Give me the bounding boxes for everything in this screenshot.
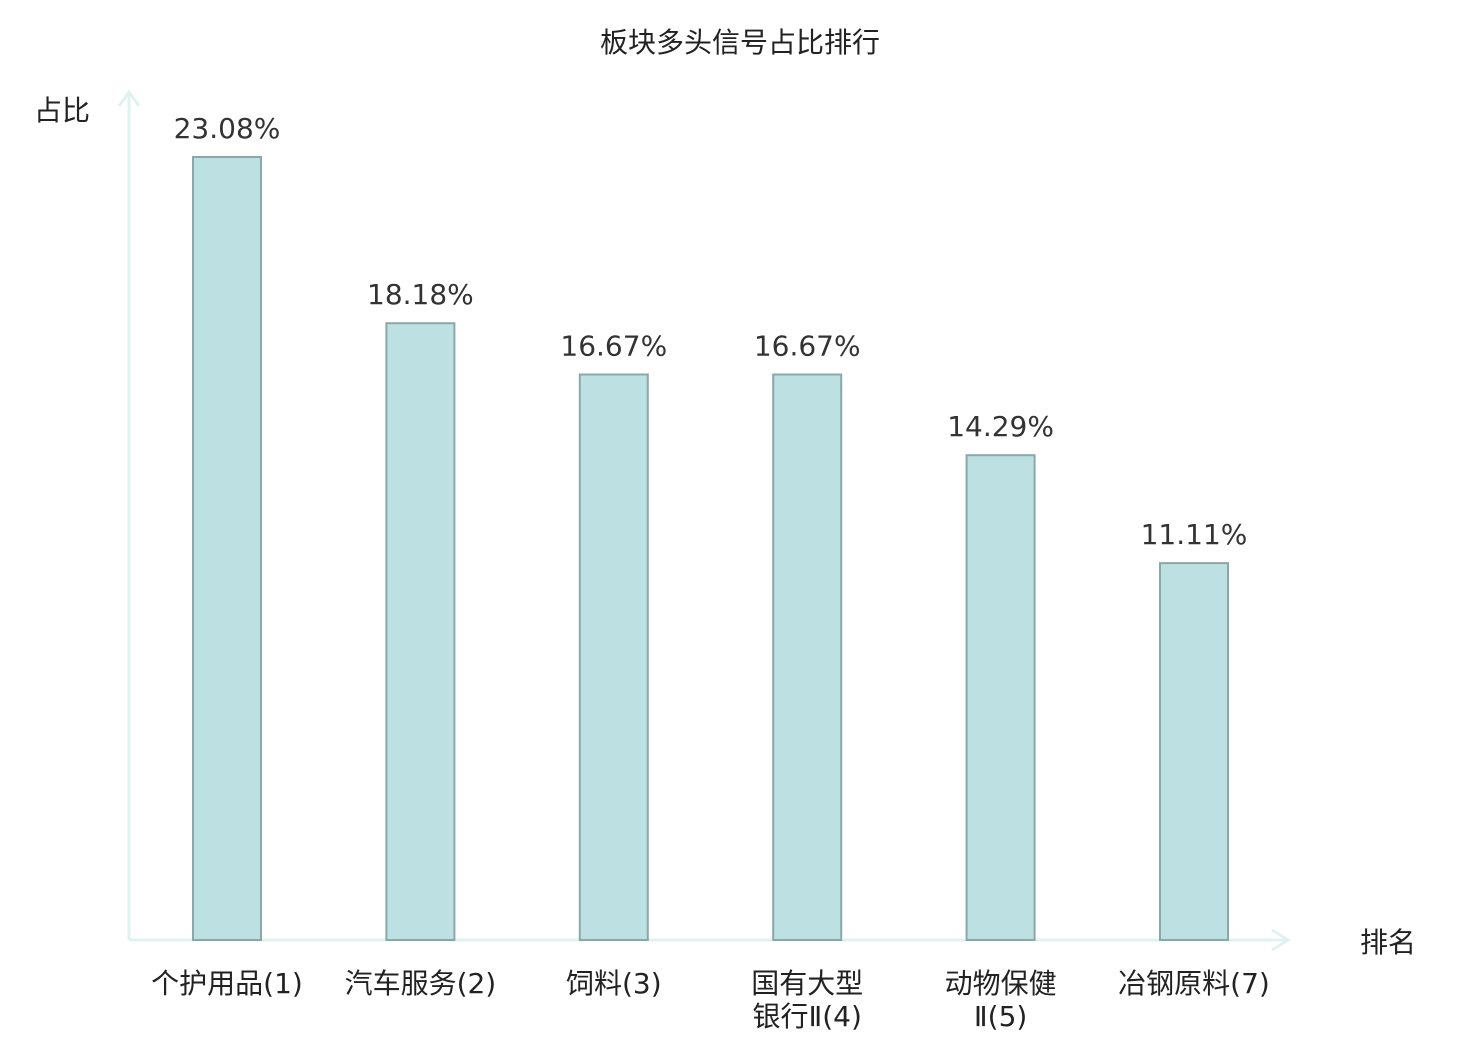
bar-4 (772, 373, 843, 941)
chart-title: 板块多头信号占比排行 (600, 26, 880, 59)
x-axis-arrow (1271, 928, 1291, 952)
category-label-line: 汽车服务(2) (345, 967, 497, 1000)
value-label-2: 18.18% (367, 278, 474, 311)
category-label-5: 动物保健 Ⅱ(5) (945, 967, 1057, 1033)
x-axis-label: 排名 (1360, 926, 1416, 959)
value-labels: 23.08% 18.18% 16.67% 16.67% 14.29% 11.11% (174, 112, 1248, 551)
bar-1 (192, 156, 262, 941)
value-label-3: 16.67% (560, 330, 667, 363)
category-label-line: 国有大型 (751, 967, 863, 1000)
y-axis-label: 占比 (34, 94, 90, 127)
value-label-1: 23.08% (174, 112, 281, 145)
category-label-4: 国有大型银行Ⅱ(4) (751, 967, 863, 1033)
category-label-line: 银行Ⅱ(4) (752, 1000, 861, 1033)
category-label-line: 个护用品(1) (151, 967, 303, 1000)
value-label-6: 11.11% (1141, 518, 1248, 551)
category-label-line: 饲料(3) (566, 967, 662, 1000)
axes (117, 89, 1291, 952)
bar-6 (1159, 562, 1229, 941)
category-label-line: Ⅱ(5) (974, 1000, 1027, 1033)
category-label-2: 汽车服务(2) (345, 967, 497, 1000)
category-label-line: 冶钢原料(7) (1118, 967, 1270, 1000)
category-labels: 个护用品(1) 汽车服务(2) 饲料(3) 国有大型银行Ⅱ(4) 动物保健 Ⅱ(5) 冶钢原… (151, 967, 1270, 1033)
y-axis-arrow (117, 89, 141, 107)
value-label-5: 14.29% (947, 410, 1054, 443)
value-label-4: 16.67% (754, 330, 861, 363)
category-label-1: 个护用品(1) (151, 967, 303, 1000)
category-label-line: 动物保健 (945, 967, 1057, 1000)
bar-5 (965, 454, 1036, 941)
bar-2 (385, 322, 456, 941)
bar-3 (578, 373, 649, 941)
category-label-6: 冶钢原料(7) (1118, 967, 1270, 1000)
bar-series (192, 156, 1229, 941)
category-label-3: 饲料(3) (566, 967, 662, 1000)
